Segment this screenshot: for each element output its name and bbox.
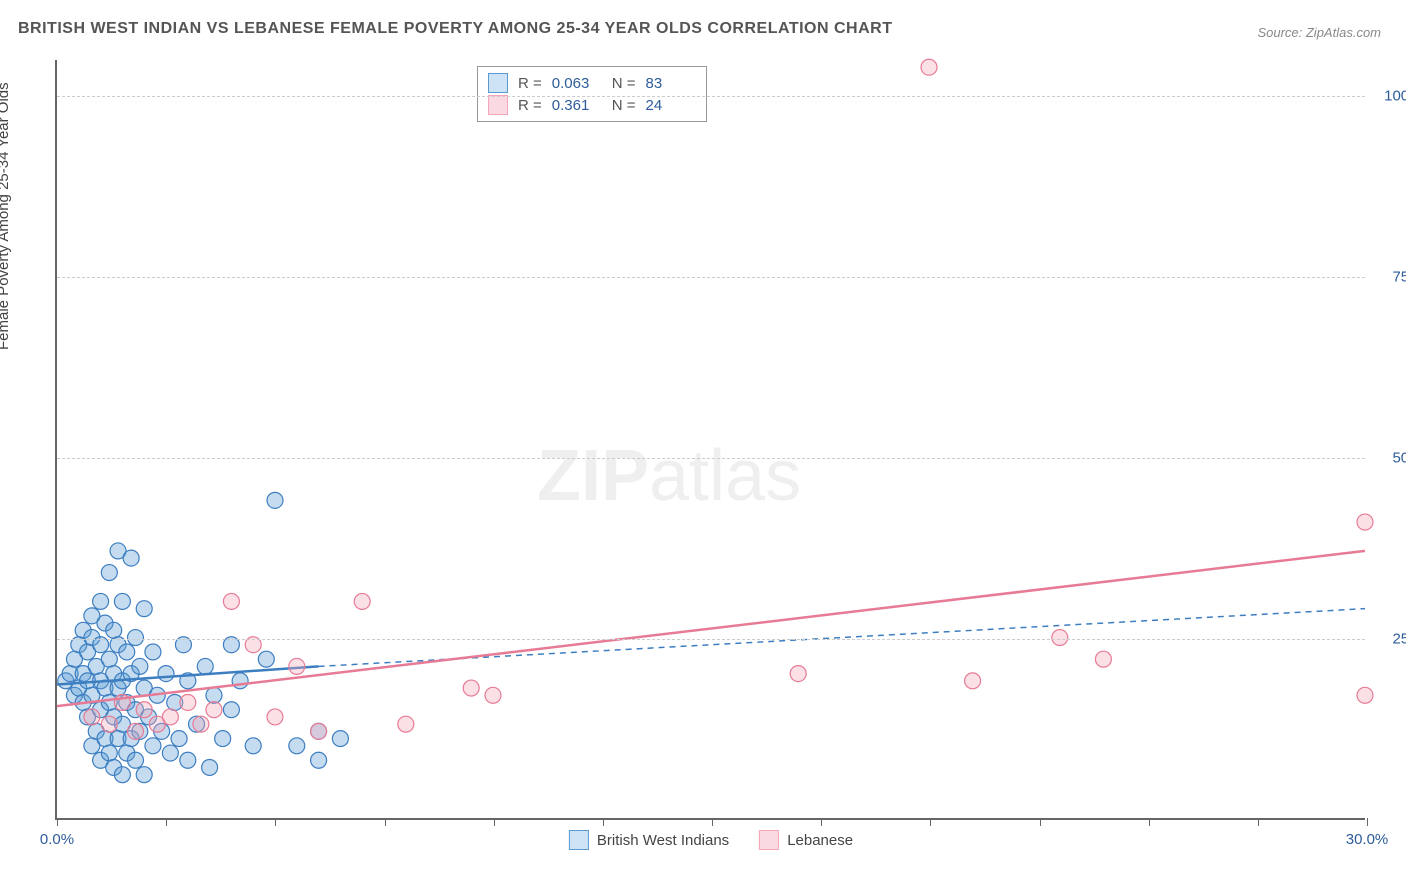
data-point: [354, 593, 370, 609]
chart-svg: [57, 60, 1365, 818]
x-tick: [385, 818, 386, 826]
x-tick-label: 30.0%: [1346, 831, 1389, 848]
trend-line-dashed: [319, 609, 1365, 667]
y-tick-label: 25.0%: [1392, 631, 1406, 648]
data-point: [206, 702, 222, 718]
y-tick-label: 75.0%: [1392, 269, 1406, 286]
x-tick: [57, 818, 58, 826]
data-point: [258, 651, 274, 667]
data-point: [206, 687, 222, 703]
legend-label: Lebanese: [787, 832, 853, 849]
y-axis-label: Female Poverty Among 25-34 Year Olds: [0, 82, 12, 350]
data-point: [162, 709, 178, 725]
data-point: [145, 644, 161, 660]
data-point: [215, 731, 231, 747]
legend-item: British West Indians: [569, 830, 729, 850]
legend-label: British West Indians: [597, 832, 729, 849]
x-tick: [1258, 818, 1259, 826]
data-point: [101, 745, 117, 761]
data-point: [101, 651, 117, 667]
data-point: [180, 752, 196, 768]
data-point: [311, 752, 327, 768]
gridline-h: [57, 96, 1365, 97]
data-point: [485, 687, 501, 703]
trend-line: [57, 551, 1365, 706]
data-point: [180, 695, 196, 711]
data-point: [790, 666, 806, 682]
source-attribution: Source: ZipAtlas.com: [1257, 25, 1381, 40]
data-point: [193, 716, 209, 732]
data-point: [136, 601, 152, 617]
data-point: [127, 752, 143, 768]
x-tick: [494, 818, 495, 826]
data-point: [136, 702, 152, 718]
legend-swatch: [759, 830, 779, 850]
data-point: [127, 723, 143, 739]
data-point: [202, 759, 218, 775]
x-tick: [1149, 818, 1150, 826]
legend-swatch: [569, 830, 589, 850]
x-tick: [712, 818, 713, 826]
chart-title: BRITISH WEST INDIAN VS LEBANESE FEMALE P…: [18, 20, 892, 38]
data-point: [398, 716, 414, 732]
data-point: [1357, 687, 1373, 703]
y-tick-label: 50.0%: [1392, 450, 1406, 467]
legend-item: Lebanese: [759, 830, 853, 850]
gridline-h: [57, 277, 1365, 278]
x-tick: [275, 818, 276, 826]
data-point: [114, 593, 130, 609]
data-point: [127, 630, 143, 646]
data-point: [311, 723, 327, 739]
gridline-h: [57, 458, 1365, 459]
bottom-legend: British West Indians Lebanese: [569, 830, 853, 850]
data-point: [289, 658, 305, 674]
chart-container: BRITISH WEST INDIAN VS LEBANESE FEMALE P…: [0, 0, 1406, 892]
data-point: [197, 658, 213, 674]
data-point: [1052, 630, 1068, 646]
gridline-h: [57, 639, 1365, 640]
data-point: [119, 644, 135, 660]
data-point: [223, 593, 239, 609]
y-tick-label: 100.0%: [1384, 88, 1406, 105]
data-point: [136, 767, 152, 783]
data-point: [267, 709, 283, 725]
data-point: [158, 666, 174, 682]
x-tick: [1367, 818, 1368, 826]
data-point: [123, 550, 139, 566]
data-point: [145, 738, 161, 754]
data-point: [101, 716, 117, 732]
data-point: [232, 673, 248, 689]
data-point: [332, 731, 348, 747]
data-point: [1357, 514, 1373, 530]
data-point: [1095, 651, 1111, 667]
data-point: [101, 565, 117, 581]
x-tick: [821, 818, 822, 826]
data-point: [106, 622, 122, 638]
x-tick: [166, 818, 167, 826]
data-point: [965, 673, 981, 689]
data-point: [84, 709, 100, 725]
x-tick-label: 0.0%: [40, 831, 74, 848]
data-point: [463, 680, 479, 696]
plot-area: ZIPatlas R =0.063N =83R =0.361N =24 Brit…: [55, 60, 1365, 820]
x-tick: [930, 818, 931, 826]
data-point: [93, 593, 109, 609]
data-point: [921, 59, 937, 75]
data-point: [114, 767, 130, 783]
data-point: [267, 492, 283, 508]
x-tick: [1040, 818, 1041, 826]
data-point: [132, 658, 148, 674]
data-point: [223, 702, 239, 718]
data-point: [171, 731, 187, 747]
data-point: [289, 738, 305, 754]
x-tick: [603, 818, 604, 826]
data-point: [162, 745, 178, 761]
data-point: [245, 738, 261, 754]
